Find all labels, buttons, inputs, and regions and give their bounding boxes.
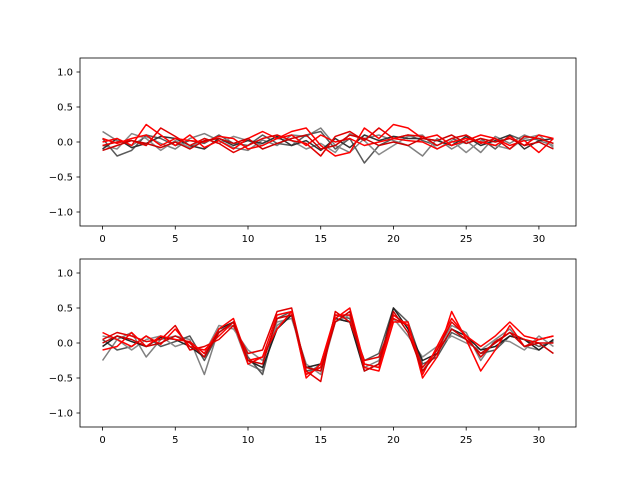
x-tick-label: 10 [242, 435, 255, 446]
x-tick-label: 30 [533, 435, 546, 446]
x-tick-label: 5 [172, 234, 178, 245]
series-line-8 [102, 134, 554, 152]
top-subplot: 0 5 10 15 20 25 30 −1.0 −0.5 0.0 0.5 1.0 [49, 57, 577, 245]
series-line-7 [102, 134, 554, 150]
x-tick-label: 20 [387, 435, 400, 446]
x-tick-label: 0 [99, 435, 105, 446]
bottom-subplot: 0 5 10 15 20 25 30 −1.0 −0.5 0.0 0.5 1.0 [49, 258, 577, 446]
series-line-1 [102, 127, 554, 157]
y-tick-label: 1.0 [57, 269, 73, 280]
y-tick-label: −0.5 [49, 173, 73, 184]
x-tick-label: 25 [460, 435, 473, 446]
y-tick-label: −0.5 [49, 374, 73, 385]
x-tick-label: 30 [533, 234, 546, 245]
series-line-4 [102, 134, 554, 152]
y-tick-label: 0.0 [57, 339, 73, 350]
series-line-7 [102, 307, 554, 376]
x-tick-label: 15 [314, 435, 327, 446]
series-line-5 [102, 310, 554, 379]
y-tick-label: −1.0 [49, 409, 73, 420]
x-tick-label: 25 [460, 234, 473, 245]
x-tick-label: 0 [99, 234, 105, 245]
y-tick-label: 1.0 [57, 68, 73, 79]
x-tick-label: 10 [242, 234, 255, 245]
y-tick-label: 0.5 [57, 103, 73, 114]
y-tick-label: −1.0 [49, 208, 73, 219]
x-tick-label: 15 [314, 234, 327, 245]
plot-area [101, 307, 554, 383]
x-tick-label: 20 [387, 234, 400, 245]
y-tick-label: 0.5 [57, 304, 73, 315]
series-line-8 [102, 310, 554, 372]
x-tick-label: 5 [172, 435, 178, 446]
plot-area [101, 123, 554, 164]
y-tick-label: 0.0 [57, 138, 73, 149]
